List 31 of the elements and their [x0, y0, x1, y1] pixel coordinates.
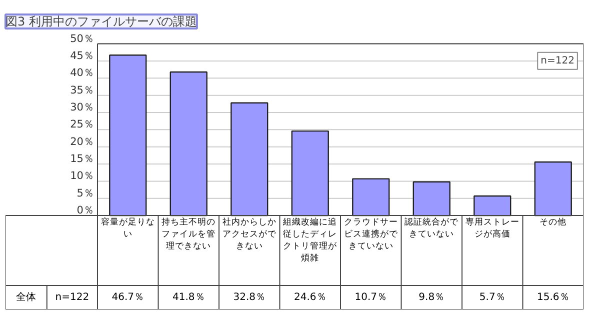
y-tick-label: 20％	[70, 136, 94, 148]
x-tick-label: 認証統合ができていない	[404, 216, 460, 240]
x-tick-label: 容量が足りない	[100, 216, 155, 240]
y-tick-label: 50％	[70, 32, 94, 45]
data-label: 10.7％	[354, 292, 388, 303]
annotation: n=122	[540, 55, 574, 66]
x-tick-label: 組織改編に追従したディレクトリ管理が煩雑	[282, 216, 338, 264]
y-tick-label: 30％	[70, 102, 94, 114]
y-tick-label: 40％	[70, 67, 94, 80]
data-label: 41.8％	[172, 292, 205, 303]
y-tick-label: 0％	[76, 204, 94, 217]
data-label: 24.6％	[294, 292, 326, 303]
y-tick-label: 15％	[70, 153, 94, 166]
text: n=122	[55, 292, 90, 303]
y-tick-label: 35％	[70, 84, 94, 96]
data-label: 9.8％	[418, 292, 445, 303]
y-tick-label: 10％	[70, 170, 94, 182]
data-label: 5.7％	[479, 292, 506, 303]
x-tick-label: 持ち主不明のファイルを管理できない	[162, 216, 216, 252]
data-label: 15.6％	[536, 292, 570, 303]
y-tick-label: 45％	[70, 50, 94, 62]
x-tick-label: 社内からしかアクセスができない	[222, 216, 278, 252]
x-tick-label: その他	[540, 216, 567, 228]
chart-title: 図3 利用中のファイルサーバの課題	[6, 14, 197, 28]
y-tick-label: 5％	[76, 187, 94, 200]
y-tick-label: 25％	[70, 118, 94, 131]
x-tick-label: 専用ストレージが高価	[465, 216, 520, 240]
data-label: 46.7％	[112, 292, 144, 303]
x-tick-label: クラウドサービス連携ができていない	[344, 217, 399, 252]
data-label: 32.8％	[233, 292, 266, 303]
text: 全体	[16, 290, 36, 303]
